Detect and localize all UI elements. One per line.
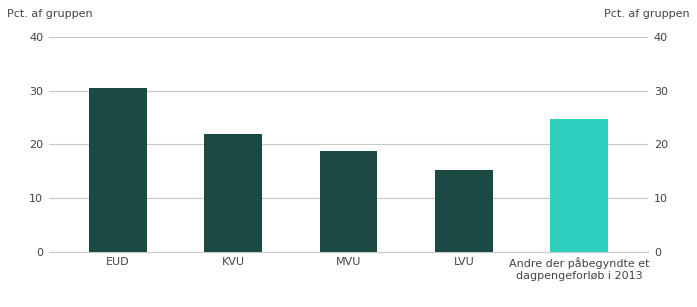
Bar (89, 88, 147, 252)
Bar (320, 151, 377, 252)
Text: Pct. af gruppen: Pct. af gruppen (7, 9, 93, 19)
Text: Pct. af gruppen: Pct. af gruppen (604, 9, 690, 19)
Bar (550, 119, 608, 252)
Bar (435, 170, 493, 252)
Bar (204, 134, 262, 252)
